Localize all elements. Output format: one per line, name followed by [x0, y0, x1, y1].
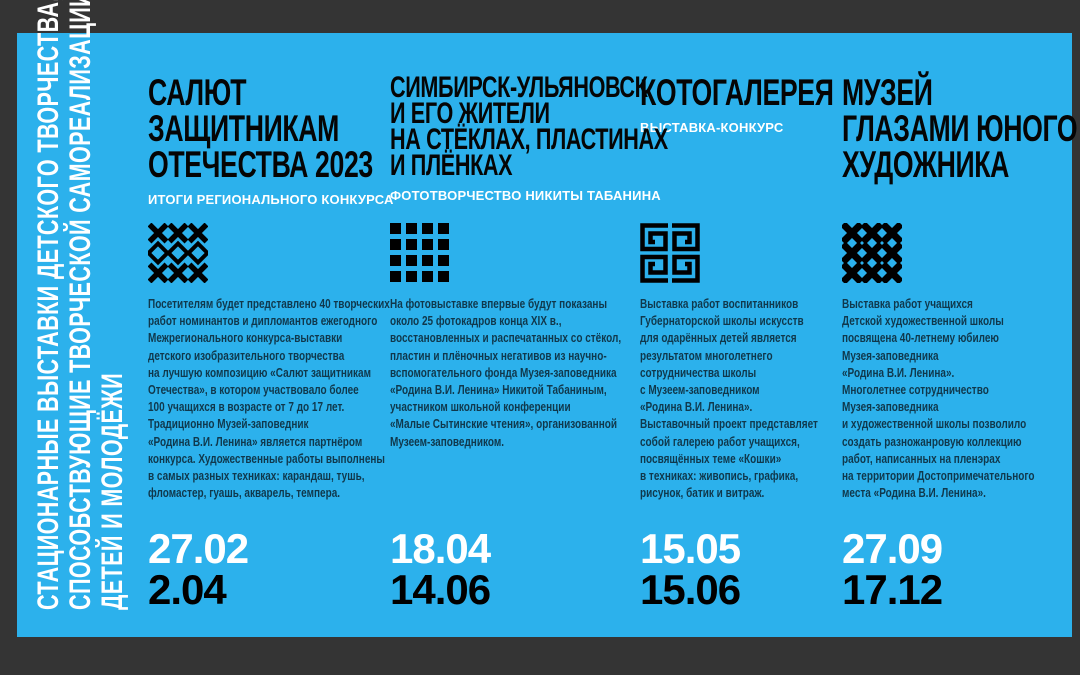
exhibition-card-simbirsk: СИМБИРСК-УЛЬЯНОВСК И ЕГО ЖИТЕЛИ НА СТЁКЛ… [390, 71, 668, 613]
exhibition-dates: 15.05 15.06 [640, 525, 842, 613]
exhibition-title: КОТОГАЛЕРЕЯ [640, 72, 834, 113]
card-header: СИМБИРСК-УЛЬЯНОВСК И ЕГО ЖИТЕЛИ НА СТЁКЛ… [390, 71, 668, 223]
ornament-icon-wrap [640, 223, 842, 296]
date-end: 2.04 [148, 566, 227, 613]
date-start: 18.04 [390, 525, 491, 572]
date-start: 27.02 [148, 525, 249, 572]
exhibitions-poster: СТАЦИОНАРНЫЕ ВЫСТАВКИ ДЕТСКОГО ТВОРЧЕСТВ… [17, 0, 1078, 637]
square-grid-icon [390, 223, 449, 282]
date-end: 15.06 [640, 566, 741, 613]
exhibition-description: Выставка работ учащихся Детской художест… [842, 297, 1035, 501]
exhibition-card-kotogalereya: КОТОГАЛЕРЕЯ ВЫСТАВКА-КОНКУРС Выставка ра… [640, 72, 842, 613]
card-header: КОТОГАЛЕРЕЯ ВЫСТАВКА-КОНКУРС [640, 72, 842, 223]
exhibition-description: Посетителям будет представлено 40 творче… [148, 297, 390, 501]
exhibition-subtitle: ВЫСТАВКА-КОНКУРС [640, 120, 784, 135]
exhibition-subtitle: ИТОГИ РЕГИОНАЛЬНОГО КОНКУРСА [148, 192, 394, 207]
date-start: 15.05 [640, 525, 741, 572]
exhibition-description: На фотовыставке впервые будут показаны о… [390, 297, 622, 449]
ornament-icon-wrap [148, 223, 390, 296]
exhibition-dates: 27.09 17.12 [842, 525, 1072, 613]
vertical-banner-text: СТАЦИОНАРНЫЕ ВЫСТАВКИ ДЕТСКОГО ТВОРЧЕСТВ… [32, 0, 129, 610]
greek-key-spiral-icon [640, 223, 700, 283]
date-end: 17.12 [842, 566, 943, 613]
date-start: 27.09 [842, 525, 943, 572]
exhibition-title: СИМБИРСК-УЛЬЯНОВСК И ЕГО ЖИТЕЛИ НА СТЁКЛ… [390, 71, 668, 182]
exhibition-card-salut: САЛЮТ ЗАЩИТНИКАМ ОТЕЧЕСТВА 2023 ИТОГИ РЕ… [148, 72, 394, 613]
ornament-icon-wrap [842, 223, 1072, 296]
exhibition-description: Выставка работ воспитанников Губернаторс… [640, 297, 818, 501]
x-cross-solid-lattice-icon [842, 223, 902, 283]
exhibition-subtitle: ФОТОТВОРЧЕСТВО НИКИТЫ ТАБАНИНА [390, 188, 661, 203]
exhibition-title: МУЗЕЙ ГЛАЗАМИ ЮНОГО ХУДОЖНИКА [842, 72, 1078, 185]
date-end: 14.06 [390, 566, 491, 613]
card-header: САЛЮТ ЗАЩИТНИКАМ ОТЕЧЕСТВА 2023 ИТОГИ РЕ… [148, 72, 394, 223]
exhibition-columns: САЛЮТ ЗАЩИТНИКАМ ОТЕЧЕСТВА 2023 ИТОГИ РЕ… [148, 71, 1078, 613]
x-cross-lattice-icon [148, 223, 208, 283]
exhibition-dates: 18.04 14.06 [390, 525, 640, 613]
exhibition-card-muzey-glazami: МУЗЕЙ ГЛАЗАМИ ЮНОГО ХУДОЖНИКА Выставка р… [842, 72, 1078, 613]
card-header: МУЗЕЙ ГЛАЗАМИ ЮНОГО ХУДОЖНИКА [842, 72, 1078, 223]
exhibition-dates: 27.02 2.04 [148, 525, 390, 613]
ornament-icon-wrap [390, 223, 640, 296]
exhibition-title: САЛЮТ ЗАЩИТНИКАМ ОТЕЧЕСТВА 2023 [148, 72, 373, 185]
